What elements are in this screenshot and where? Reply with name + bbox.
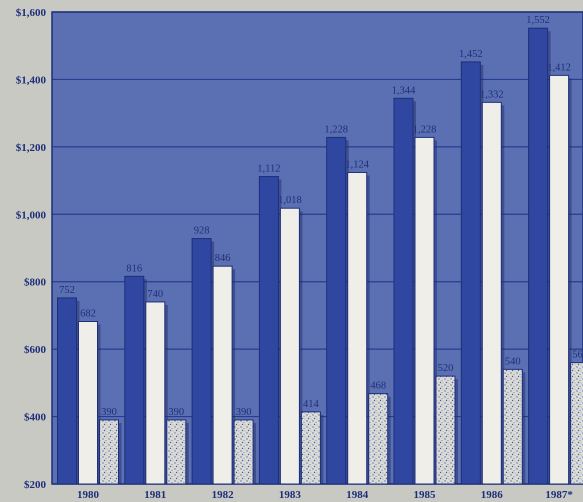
series-3-bar xyxy=(435,375,456,485)
y-tick-label: $400 xyxy=(24,412,47,424)
series-3-bar xyxy=(233,419,254,485)
data-label: 752 xyxy=(59,285,75,296)
x-tick-label: 1984 xyxy=(346,489,369,501)
y-tick-label: $1,200 xyxy=(16,142,47,154)
series-3-bar xyxy=(368,393,389,485)
data-label: 520 xyxy=(438,363,454,374)
data-label: 846 xyxy=(215,253,231,264)
x-tick-label: 1982 xyxy=(212,489,235,501)
series-2-bar xyxy=(549,74,570,485)
data-label: 1,552 xyxy=(526,15,550,26)
series-2-bar xyxy=(279,207,300,485)
series-3-bar xyxy=(570,362,583,485)
data-label: 1,228 xyxy=(413,124,437,135)
y-tick-label: $800 xyxy=(24,277,47,289)
series-2-bar xyxy=(347,171,368,485)
data-label: 1,344 xyxy=(392,85,416,96)
data-label: 740 xyxy=(147,289,163,300)
series-3-bar xyxy=(99,419,119,485)
data-label: 414 xyxy=(303,399,320,410)
series-1-bar xyxy=(460,61,481,485)
series-1-bar xyxy=(393,97,414,485)
data-label: 1,412 xyxy=(547,62,571,73)
series-2-bar xyxy=(212,265,233,485)
y-tick-label: $1,000 xyxy=(16,209,47,221)
series-3-bar xyxy=(502,368,523,485)
series-1-bar xyxy=(124,275,145,485)
series-1-bar xyxy=(326,136,347,485)
series-1-bar xyxy=(191,238,212,485)
data-label: 390 xyxy=(101,407,117,418)
series-1-bar xyxy=(57,297,77,485)
data-label: 560 xyxy=(572,350,583,361)
series-3-bar xyxy=(300,411,321,485)
data-label: 928 xyxy=(194,226,210,237)
data-label: 390 xyxy=(168,407,184,418)
data-label: 682 xyxy=(80,308,96,319)
y-tick-label: $1,600 xyxy=(16,7,47,19)
x-tick-label: 1980 xyxy=(77,489,100,501)
data-label: 540 xyxy=(505,356,521,367)
x-tick-label: 1985 xyxy=(414,489,437,501)
series-1-bar xyxy=(528,27,549,485)
data-label: 1,332 xyxy=(480,89,504,100)
x-tick-label: 1983 xyxy=(279,489,302,501)
series-2-bar xyxy=(78,320,98,485)
series-3-bar xyxy=(166,419,187,485)
data-label: 1,452 xyxy=(459,49,483,60)
data-label: 468 xyxy=(370,381,386,392)
y-tick-label: $600 xyxy=(24,344,47,356)
bars xyxy=(57,27,583,485)
y-tick-label: $1,400 xyxy=(16,74,47,86)
data-label: 1,228 xyxy=(324,124,348,135)
data-label: 390 xyxy=(236,407,252,418)
x-tick-label: 1986 xyxy=(481,489,504,501)
x-tick-label: 1981 xyxy=(144,489,166,501)
series-1-bar xyxy=(258,176,279,485)
data-label: 816 xyxy=(126,263,142,274)
series-2-bar xyxy=(145,301,166,485)
series-2-bar xyxy=(481,101,502,485)
y-tick-label: $200 xyxy=(24,479,47,491)
series-2-bar xyxy=(414,136,435,485)
data-label: 1,112 xyxy=(257,164,280,175)
x-tick-label: 1987* xyxy=(545,489,573,501)
data-label: 1,018 xyxy=(278,195,302,206)
labels: $200 $400 $600 $800 $1,000 $1,200 $1,400 $1,600… xyxy=(16,7,583,501)
data-label: 1,124 xyxy=(345,159,369,170)
